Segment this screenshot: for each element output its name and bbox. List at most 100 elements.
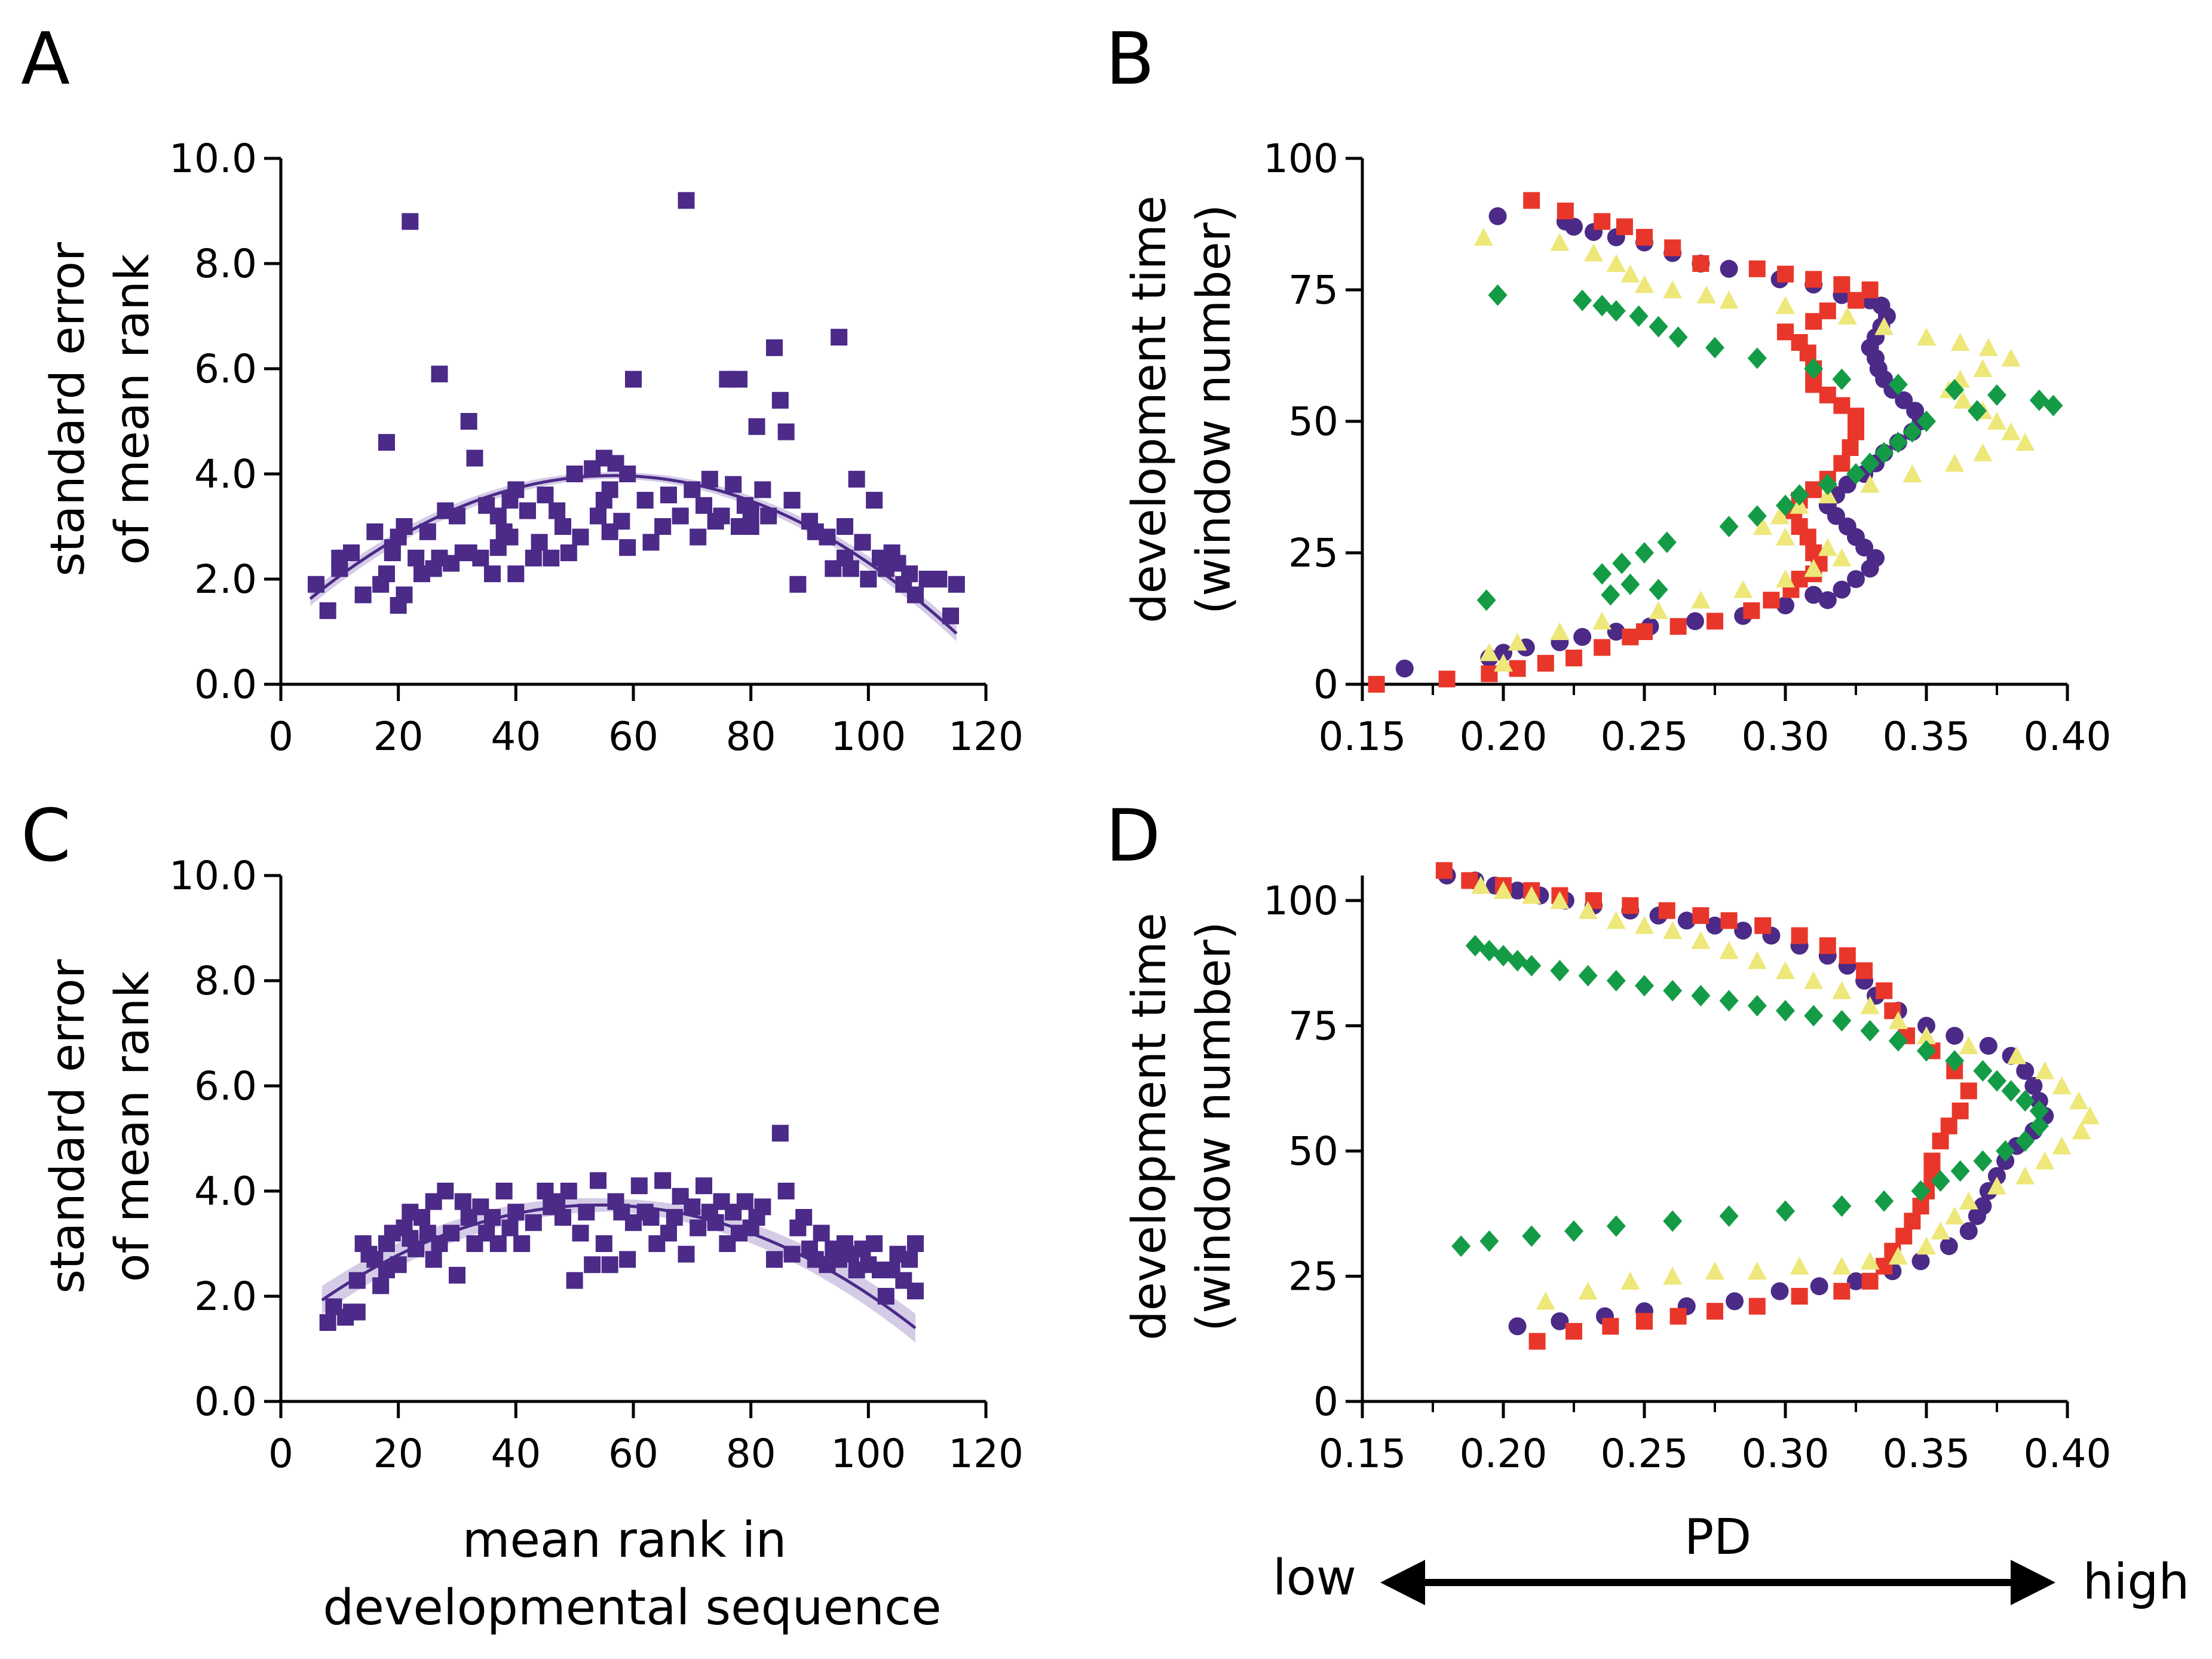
panel-b-point-purple	[1833, 580, 1851, 599]
panel-b-point-green	[1629, 305, 1649, 327]
panel-c-point-purple	[507, 1204, 525, 1221]
panel-b-point-red	[1791, 334, 1808, 351]
panel-a-point-purple	[308, 576, 324, 593]
panel-d-point-green	[1691, 985, 1711, 1007]
panel-b-point-red	[1509, 660, 1526, 677]
panel-c-point-purple	[525, 1214, 542, 1231]
panel-b-point-yellow	[1818, 538, 1837, 556]
panel-c-y-tick-label: 0.0	[194, 1379, 257, 1425]
panel-b-point-yellow	[1733, 580, 1753, 598]
panel-d-point-purple	[1551, 1312, 1569, 1330]
panel-b-point-red	[1861, 281, 1879, 298]
panel-a-point-purple	[501, 528, 519, 546]
panel-d-point-green	[1747, 994, 1767, 1017]
xlabel-line1: mean rank in	[462, 1512, 787, 1569]
panel-d-point-green	[1950, 1160, 1970, 1182]
panel-d-point-red	[1876, 1257, 1893, 1275]
panel-d-point-green	[1832, 1010, 1852, 1032]
panel-b-point-red	[1791, 518, 1808, 535]
panel-b-point-green	[1719, 516, 1739, 537]
panel-b-point-yellow	[1719, 290, 1739, 309]
panel-c-point-purple	[408, 1240, 425, 1257]
pd-arrow-head-right	[2011, 1560, 2055, 1605]
panel-c-x-tick-label: 100	[831, 1431, 906, 1477]
panel-b-point-yellow	[2001, 422, 2021, 440]
panel-a-point-purple	[419, 523, 436, 540]
panel-d-point-green	[1911, 1180, 1931, 1202]
panel-d-point-yellow	[1705, 1262, 1724, 1280]
panel-a-point-purple	[860, 571, 877, 587]
panel-b-point-red	[1481, 665, 1498, 682]
panel-b-point-red	[1557, 203, 1574, 219]
panel-b-point-yellow	[1770, 506, 1790, 525]
panel-b-point-green	[1917, 411, 1936, 432]
panel-d-point-red	[1904, 1213, 1921, 1230]
panel-b-point-green	[1476, 589, 1496, 611]
panel-d-point-green	[1522, 954, 1542, 977]
panel-b-ylabel-line1: development time	[1123, 195, 1177, 623]
panel-d-x-tick-label: 0.35	[1883, 1431, 1971, 1477]
panel-d-point-green	[2029, 1115, 2049, 1137]
panel-c-point-purple	[696, 1177, 712, 1195]
panel-a-point-purple	[672, 507, 689, 525]
panel-d-point-green	[1776, 1200, 1795, 1222]
panel-d-point-green	[1832, 1195, 1852, 1217]
panel-d-point-yellow	[1522, 886, 1542, 904]
panel-b-y-tick-label: 75	[1288, 267, 1338, 313]
panel-c-point-purple	[495, 1183, 513, 1199]
panel-d-point-yellow	[1691, 930, 1711, 949]
panel-d-point-red	[1748, 1297, 1766, 1315]
panel-b-point-green	[1747, 505, 1767, 527]
panel-b-point-red	[1636, 229, 1653, 246]
panel-b-point-yellow	[2015, 433, 2035, 451]
panel-d-point-purple	[1988, 1167, 2006, 1185]
panel-c-point-purple	[877, 1288, 894, 1305]
panel-b-point-purple	[1906, 402, 1925, 420]
panel-d-point-yellow	[1832, 981, 1852, 999]
panel-b-point-green	[1902, 421, 1922, 443]
panel-b-point-red	[1616, 218, 1633, 235]
panel-d-point-purple	[2016, 1061, 2035, 1080]
panel-c-point-purple	[584, 1256, 601, 1274]
panel-c-point-purple	[554, 1209, 571, 1226]
panel-b-y-tick-label: 100	[1263, 136, 1338, 182]
panel-a-point-purple	[331, 560, 348, 577]
panel-d-point-green	[1776, 1000, 1795, 1022]
panel-a-point-purple	[625, 371, 642, 388]
panel-b-point-yellow	[1973, 443, 1993, 461]
panel-b-point-red	[1833, 455, 1851, 472]
panel-a-point-purple	[684, 481, 701, 498]
panel-b-point-yellow	[1776, 296, 1795, 314]
panel-b-point-yellow	[1696, 285, 1716, 304]
panel-d-point-green	[1564, 1220, 1583, 1242]
panel-d-point-green	[2029, 1100, 2049, 1122]
panel-b-point-yellow	[1635, 275, 1654, 293]
panel-c-point-purple	[489, 1235, 507, 1252]
panel-b-point-yellow	[1508, 632, 1527, 651]
panel-b-point-purple	[1804, 586, 1823, 604]
panel-b-point-red	[1368, 676, 1385, 693]
panel-b-point-green	[1790, 484, 1809, 506]
panel-d-point-red	[1895, 1228, 1913, 1245]
panel-d-point-green	[1987, 1070, 2006, 1092]
panel-a-point-purple	[819, 528, 836, 546]
panel-c-point-purple	[642, 1209, 660, 1226]
panel-a-point-purple	[519, 502, 536, 519]
panel-b-point-red	[1848, 408, 1864, 425]
panel-a-point-purple	[766, 339, 783, 356]
panel-b-point-green	[1776, 494, 1795, 516]
panel-a-point-purple	[319, 602, 336, 619]
panel-c-point-purple	[513, 1235, 531, 1252]
panel-c-point-purple	[754, 1198, 771, 1216]
panel-d-point-green	[1494, 945, 1513, 967]
panel-d-point-green	[2015, 1090, 2035, 1112]
panel-d-point-red	[1819, 937, 1836, 954]
panel-c-point-purple	[437, 1183, 454, 1199]
panel-b-point-green	[2044, 394, 2063, 417]
panel-a-point-purple	[907, 586, 924, 604]
low-label: low	[1273, 1550, 1356, 1606]
panel-d-point-green	[1578, 965, 1598, 987]
panel-c-point-purple	[707, 1214, 724, 1231]
panel-d-point-green	[1465, 935, 1485, 957]
panel-d-point-purple	[2024, 1077, 2043, 1095]
